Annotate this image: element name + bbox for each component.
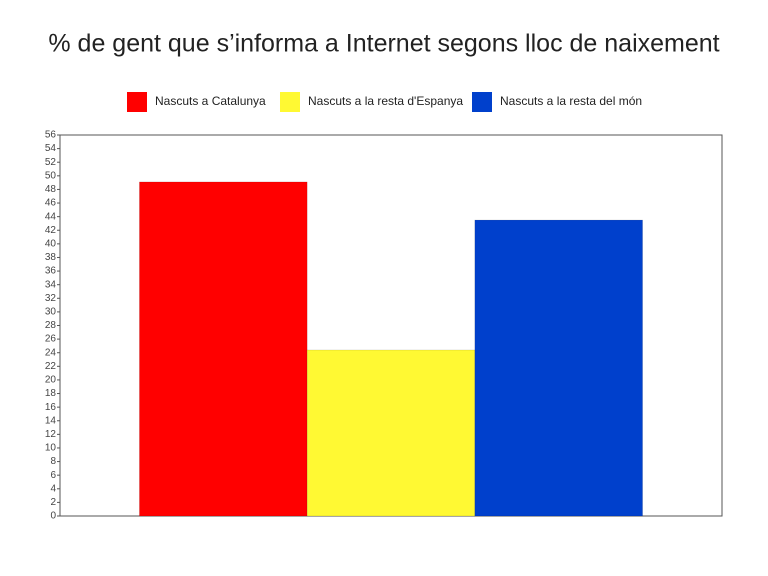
y-tick-label: 54 (45, 143, 57, 154)
y-tick-label: 30 (45, 307, 57, 318)
y-tick-label: 10 (45, 443, 57, 454)
legend-label: Nascuts a Catalunya (155, 94, 266, 108)
legend-label: Nascuts a la resta del món (500, 94, 642, 108)
y-tick-label: 12 (45, 429, 57, 440)
legend-label: Nascuts a la resta d'Espanya (308, 94, 463, 108)
y-tick-label: 8 (50, 456, 56, 467)
chart-title: % de gent que s’informa a Internet segon… (48, 30, 719, 58)
y-tick-label: 24 (45, 347, 57, 358)
y-tick-label: 18 (45, 388, 57, 399)
y-tick-label: 48 (45, 184, 57, 195)
y-tick-label: 0 (50, 511, 56, 522)
legend-swatch (280, 92, 300, 112)
bar (306, 349, 476, 517)
y-tick-label: 42 (45, 225, 57, 236)
y-tick-label: 14 (45, 415, 57, 426)
y-tick-label: 16 (45, 402, 57, 413)
y-tick-label: 52 (45, 157, 57, 168)
bar (139, 181, 308, 517)
y-tick-label: 20 (45, 375, 57, 386)
y-tick-label: 28 (45, 320, 57, 331)
legend-swatch (472, 92, 492, 112)
y-tick-label: 4 (50, 483, 56, 494)
y-tick-label: 6 (50, 470, 56, 481)
y-tick-label: 46 (45, 198, 57, 209)
y-tick-label: 22 (45, 361, 57, 372)
y-tick-label: 40 (45, 238, 57, 249)
y-tick-label: 2 (50, 497, 56, 508)
y-tick-label: 38 (45, 252, 57, 263)
y-tick-label: 26 (45, 334, 57, 345)
y-tick-label: 50 (45, 170, 57, 181)
legend-swatch (127, 92, 147, 112)
y-tick-label: 32 (45, 293, 57, 304)
y-tick-label: 36 (45, 266, 57, 277)
y-tick-label: 34 (45, 279, 57, 290)
bar (474, 219, 643, 517)
y-tick-label: 56 (45, 130, 57, 141)
y-tick-label: 44 (45, 211, 57, 222)
